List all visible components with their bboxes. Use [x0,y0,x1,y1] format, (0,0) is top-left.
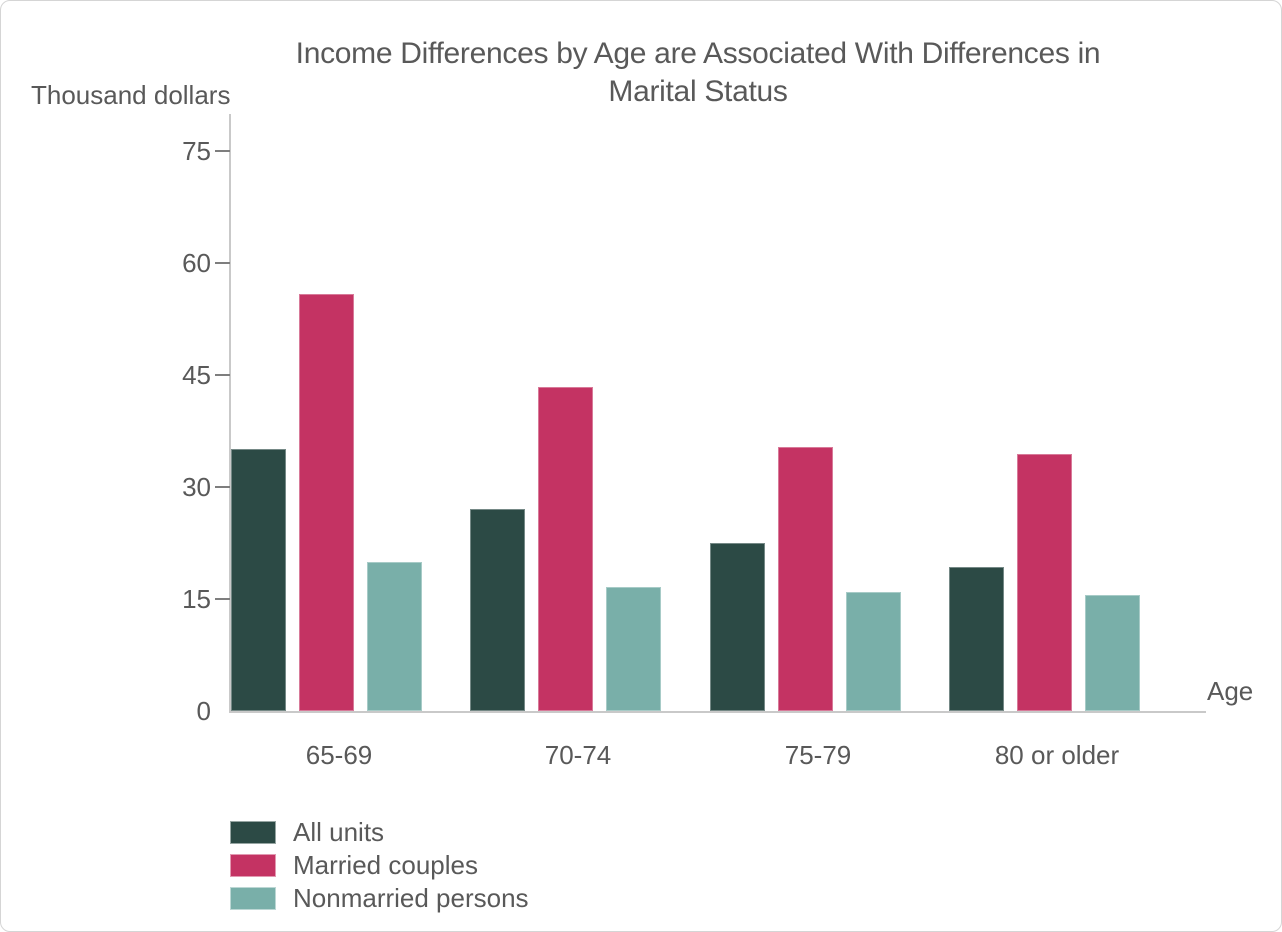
y-tick-mark [215,486,230,488]
bar-nonmarried-persons-75-79 [846,592,901,711]
bar-all-units-70-74 [470,509,525,711]
bar-married-couples-75-79 [778,447,833,711]
legend-item: All units [230,817,529,847]
bar-all-units-80-or-older [949,567,1004,711]
category-label: 75-79 [784,740,852,770]
y-tick-label: 0 [196,696,211,726]
legend-swatch [230,854,276,877]
legend-label: Married couples [293,850,478,880]
y-tick-label: 45 [182,360,211,390]
y-tick-mark [215,262,230,264]
y-tick-label: 60 [182,248,211,278]
bar-nonmarried-persons-80-or-older [1085,595,1140,711]
bar-nonmarried-persons-65-69 [367,562,422,711]
bar-married-couples-70-74 [538,387,593,711]
category-label: 70-74 [544,740,612,770]
y-axis-line [229,114,231,711]
y-tick-label: 15 [182,584,211,614]
bar-all-units-65-69 [231,449,286,711]
legend: All units Married couples Nonmarried perso… [230,817,529,920]
legend-label: Nonmarried persons [293,883,529,913]
legend-item: Married couples [230,850,529,880]
chart-title: Income Differences by Age are Associated… [248,35,1148,111]
chart-title-line-1: Income Differences by Age are Associated… [295,37,1101,70]
y-tick-mark [215,150,230,152]
x-axis-title: Age [1207,676,1254,706]
legend-item: Nonmarried persons [230,883,529,913]
bar-nonmarried-persons-70-74 [606,587,661,711]
legend-swatch [230,821,276,844]
bar-all-units-75-79 [710,543,765,711]
legend-swatch [230,887,276,910]
bar-married-couples-80-or-older [1017,454,1072,711]
y-tick-mark [215,598,230,600]
y-tick-label: 30 [182,472,211,502]
legend-label: All units [293,817,385,847]
category-label: 65-69 [305,740,373,770]
x-axis-line [229,711,1206,713]
y-tick-label: 75 [182,136,211,166]
category-label: 80 or older [994,740,1120,770]
chart-title-line-2: Marital Status [608,75,788,108]
y-tick-mark [215,374,230,376]
y-axis-unit-label: Thousand dollars [31,80,231,110]
bar-married-couples-65-69 [299,294,354,711]
